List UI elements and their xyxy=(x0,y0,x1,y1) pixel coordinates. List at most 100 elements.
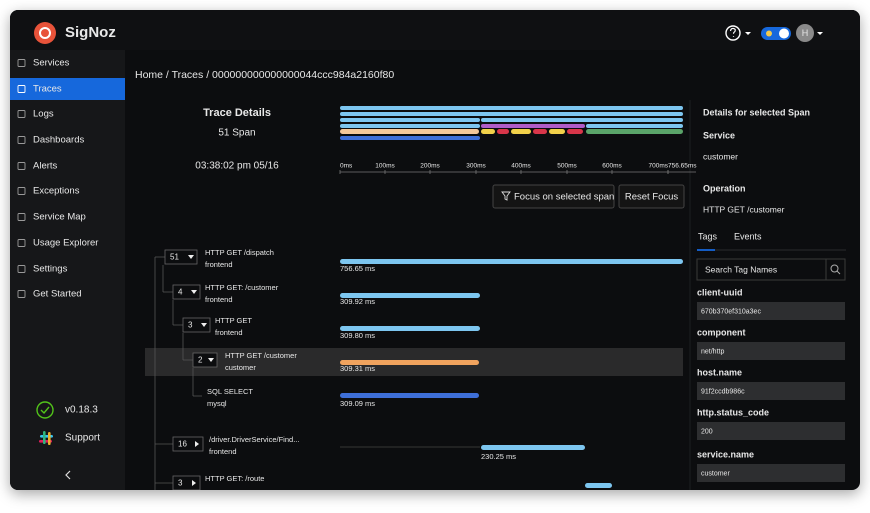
nav-item[interactable]: Settings xyxy=(33,264,68,275)
focus-button-label: Focus on selected span xyxy=(514,192,614,203)
tab[interactable]: Events xyxy=(734,231,762,241)
span-name[interactable]: HTTP GET: /route xyxy=(205,474,264,483)
trace-details-title: Trace Details xyxy=(203,107,271,119)
logo-icon xyxy=(34,22,56,44)
nav-icon xyxy=(17,265,26,273)
app: SigNoz H Home / Traces / 000000000000000… xyxy=(10,10,860,490)
span-toggle[interactable] xyxy=(172,475,201,490)
tag-value-box xyxy=(697,382,845,400)
sidebar xyxy=(10,50,125,490)
nav-item[interactable]: Service Map xyxy=(33,212,86,223)
span-duration: 230.25 ms xyxy=(481,452,516,461)
nav-item[interactable]: Exceptions xyxy=(33,186,80,197)
tag-value: net/http xyxy=(701,348,724,355)
help-glyph xyxy=(729,27,736,37)
reset-button[interactable] xyxy=(618,184,685,209)
span-count: 51 Span xyxy=(218,128,255,139)
span-bar[interactable] xyxy=(340,326,480,331)
nav-item[interactable]: Dashboards xyxy=(33,135,84,146)
version-icon xyxy=(36,401,54,419)
tag-value-box xyxy=(697,342,845,360)
help-icon[interactable] xyxy=(725,25,741,41)
timeline-tick-label: 200ms xyxy=(420,163,440,170)
span-name[interactable]: HTTP GET: /customer xyxy=(205,283,279,292)
nav-icon xyxy=(17,187,26,195)
span-service: customer xyxy=(225,363,256,372)
tag-value: 200 xyxy=(701,428,713,435)
tag-value: customer xyxy=(701,470,730,477)
span-name[interactable]: /driver.DriverService/Find... xyxy=(209,435,299,444)
span-toggle[interactable] xyxy=(192,352,218,368)
collapse-arrow xyxy=(191,290,197,294)
caret[interactable] xyxy=(817,32,823,35)
nav-icon xyxy=(17,162,26,170)
service-value: customer xyxy=(703,151,738,161)
span-name[interactable]: SQL SELECT xyxy=(207,387,253,396)
search-icon xyxy=(830,264,839,273)
span-name[interactable]: HTTP GET /dispatch xyxy=(205,248,274,257)
span-toggle[interactable] xyxy=(164,249,198,265)
minimap-bar xyxy=(340,106,683,110)
minimap-bar xyxy=(533,129,547,134)
support-link[interactable]: Support xyxy=(65,433,100,444)
tag-value-box xyxy=(697,302,845,320)
timeline-tick-label: 700ms xyxy=(648,163,668,170)
tag-value: 670b370ef310a3ec xyxy=(701,308,761,315)
logo-text: SigNoz xyxy=(65,24,116,41)
span-service: frontend xyxy=(215,328,243,337)
slack-icon xyxy=(39,431,53,445)
tag-key: service.name xyxy=(697,449,754,459)
minimap-bar xyxy=(586,129,683,134)
collapse-sidebar[interactable] xyxy=(65,470,71,480)
span-service: frontend xyxy=(205,260,233,269)
avatar[interactable] xyxy=(796,24,814,42)
span-bar[interactable] xyxy=(340,293,480,298)
nav-item[interactable]: Usage Explorer xyxy=(33,238,98,249)
span-bar[interactable] xyxy=(481,445,585,450)
operation-label: Operation xyxy=(703,183,746,193)
span-count: 4 xyxy=(178,288,183,297)
tag-value-box xyxy=(697,422,845,440)
nav-item[interactable]: Alerts xyxy=(33,161,58,172)
span-service: frontend xyxy=(205,295,233,304)
minimap-bar xyxy=(567,129,583,134)
span-toggle[interactable] xyxy=(172,284,201,300)
minimap-bar xyxy=(340,124,480,128)
span-bar[interactable] xyxy=(585,483,612,488)
span-count: 51 xyxy=(170,253,179,262)
span-name[interactable]: HTTP GET xyxy=(215,316,252,325)
tab[interactable]: Tags xyxy=(698,231,718,241)
span-service: frontend xyxy=(209,447,237,456)
tag-value-box xyxy=(697,464,845,482)
tag-value: 91f2ccdb986c xyxy=(701,388,745,395)
span-toggle[interactable] xyxy=(172,436,204,452)
nav-item[interactable]: Get Started xyxy=(33,289,82,300)
breadcrumb[interactable]: Home / Traces / 000000000000000044ccc984… xyxy=(135,69,394,81)
span-bar[interactable] xyxy=(340,259,683,264)
nav-item[interactable]: Traces xyxy=(33,84,62,95)
search-button[interactable] xyxy=(825,258,846,281)
timeline-tick-label: 400ms xyxy=(511,163,531,170)
tag-key: component xyxy=(697,327,746,337)
nav-item[interactable]: Services xyxy=(33,58,70,69)
operation-value: HTTP GET /customer xyxy=(703,204,785,214)
minimap xyxy=(340,106,696,173)
minimap-bar xyxy=(481,124,585,128)
nav-item[interactable]: Logs xyxy=(33,109,54,120)
nav-icon xyxy=(17,290,26,298)
nav-icon xyxy=(17,59,26,67)
span-count: 3 xyxy=(178,479,183,488)
minimap-bar xyxy=(340,136,480,140)
toggle-icon xyxy=(766,30,772,37)
caret[interactable] xyxy=(745,32,751,35)
collapse-arrow xyxy=(188,255,194,259)
span-name[interactable]: HTTP GET /customer xyxy=(225,351,297,360)
focus-button[interactable] xyxy=(492,184,615,209)
span-toggle[interactable] xyxy=(182,317,211,333)
minimap-bar xyxy=(340,118,480,122)
version-check xyxy=(40,406,50,415)
timeline-tick-label: 100ms xyxy=(375,163,395,170)
span-duration: 309.09 ms xyxy=(340,399,375,408)
span-bar[interactable] xyxy=(340,360,479,365)
span-bar[interactable] xyxy=(340,393,479,398)
